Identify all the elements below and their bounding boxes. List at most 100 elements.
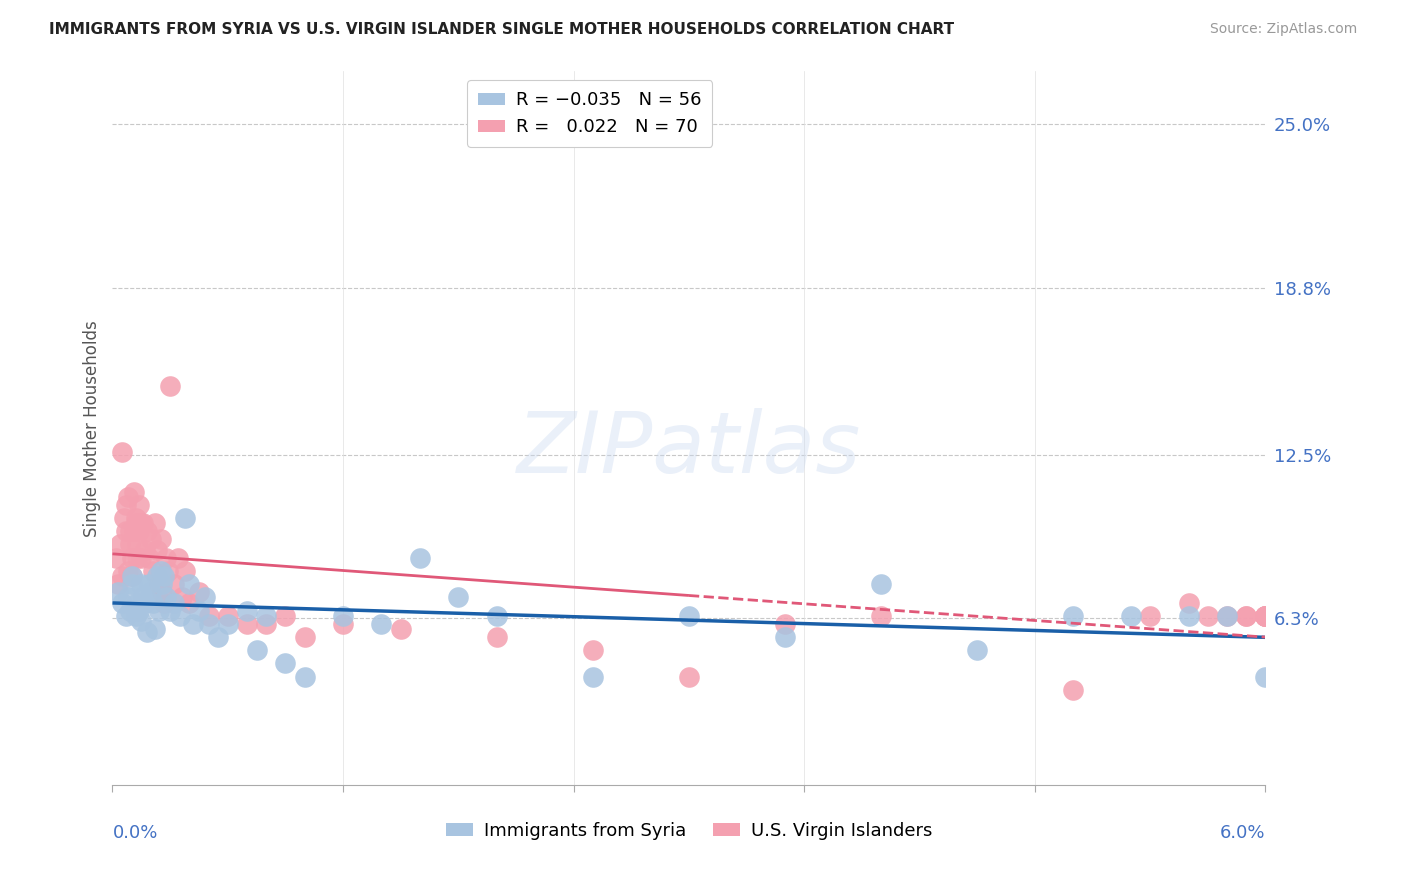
Point [188, 603, 211, 617]
Point [188, 585, 211, 599]
Legend: Immigrants from Syria, U.S. Virgin Islanders: Immigrants from Syria, U.S. Virgin Islan… [439, 815, 939, 847]
Point [159, 603, 181, 617]
Point [118, 603, 141, 617]
Point [1234, 608, 1257, 623]
Point [389, 622, 412, 636]
Point [1062, 608, 1084, 623]
Point [159, 379, 181, 393]
Point [409, 550, 432, 565]
Point [1139, 608, 1161, 623]
Point [678, 670, 700, 684]
Point [153, 596, 176, 610]
Point [174, 511, 197, 525]
Point [294, 630, 316, 644]
Point [143, 516, 166, 531]
Point [111, 569, 134, 583]
Point [254, 608, 277, 623]
Point [128, 524, 150, 539]
Point [118, 524, 141, 539]
Point [447, 591, 470, 605]
Point [112, 511, 135, 525]
Point [179, 577, 201, 591]
Point [197, 608, 219, 623]
Point [166, 550, 188, 565]
Text: Source: ZipAtlas.com: Source: ZipAtlas.com [1209, 22, 1357, 37]
Point [485, 630, 508, 644]
Point [124, 516, 146, 531]
Point [773, 630, 796, 644]
Point [1197, 608, 1219, 623]
Point [132, 516, 155, 531]
Point [128, 498, 150, 512]
Point [1254, 608, 1277, 623]
Point [148, 603, 170, 617]
Point [1234, 608, 1257, 623]
Point [236, 603, 259, 617]
Point [1254, 670, 1277, 684]
Point [111, 445, 134, 459]
Point [1216, 608, 1239, 623]
Point [149, 564, 172, 578]
Point [169, 608, 191, 623]
Point [217, 616, 239, 631]
Point [773, 616, 796, 631]
Point [122, 484, 145, 499]
Point [582, 643, 605, 657]
Point [134, 596, 156, 610]
Point [129, 550, 153, 565]
Point [1062, 682, 1084, 697]
Point [157, 564, 180, 578]
Point [117, 591, 139, 605]
Point [870, 577, 893, 591]
Point [155, 550, 177, 565]
Point [1254, 608, 1277, 623]
Point [115, 524, 138, 539]
Point [207, 630, 229, 644]
Point [254, 616, 277, 631]
Point [194, 591, 217, 605]
Point [332, 608, 354, 623]
Point [174, 564, 197, 578]
Text: 6.0%: 6.0% [1220, 824, 1265, 842]
Point [115, 498, 138, 512]
Point [134, 542, 156, 557]
Y-axis label: Single Mother Households: Single Mother Households [83, 320, 101, 536]
Point [115, 608, 138, 623]
Text: IMMIGRANTS FROM SYRIA VS U.S. VIRGIN ISLANDER SINGLE MOTHER HOUSEHOLDS CORRELATI: IMMIGRANTS FROM SYRIA VS U.S. VIRGIN ISL… [49, 22, 955, 37]
Point [129, 516, 153, 531]
Point [121, 577, 143, 591]
Point [1254, 608, 1277, 623]
Point [179, 596, 201, 610]
Point [145, 569, 167, 583]
Point [370, 616, 392, 631]
Point [149, 532, 172, 546]
Point [121, 569, 143, 583]
Point [129, 614, 153, 628]
Point [118, 537, 141, 551]
Point [142, 596, 165, 610]
Point [148, 577, 170, 591]
Point [1119, 608, 1142, 623]
Point [181, 616, 204, 631]
Point [485, 608, 508, 623]
Point [136, 524, 159, 539]
Point [1254, 608, 1277, 623]
Point [107, 585, 129, 599]
Text: 0.0%: 0.0% [112, 824, 157, 842]
Point [122, 524, 145, 539]
Point [139, 532, 162, 546]
Point [197, 616, 219, 631]
Point [1177, 596, 1199, 610]
Point [124, 511, 146, 525]
Point [138, 577, 160, 591]
Point [132, 591, 155, 605]
Point [145, 542, 167, 557]
Point [870, 608, 893, 623]
Point [170, 591, 193, 605]
Point [139, 585, 162, 599]
Point [138, 550, 160, 565]
Point [236, 616, 259, 631]
Point [678, 608, 700, 623]
Point [152, 585, 174, 599]
Point [128, 603, 150, 617]
